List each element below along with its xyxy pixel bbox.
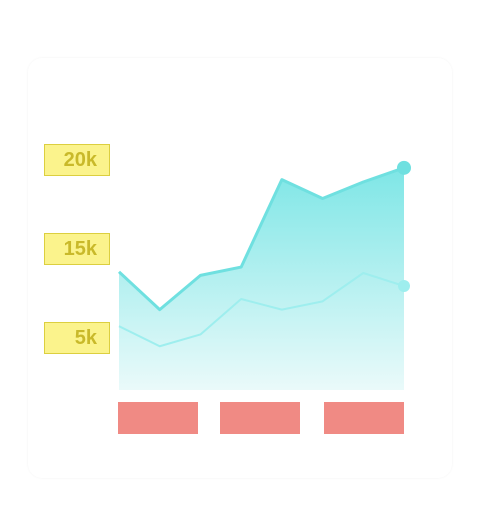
y-tick-label: 15k	[44, 233, 110, 265]
area-fill	[119, 167, 404, 390]
series-line-upper	[117, 166, 405, 312]
x-tick-label	[324, 402, 404, 434]
series-end-point-lower	[398, 280, 410, 292]
y-tick-label: 20k	[44, 144, 110, 176]
x-tick-label	[118, 402, 198, 434]
x-tick-label	[220, 402, 300, 434]
series-end-point-upper	[397, 160, 411, 175]
y-tick-label: 5k	[44, 322, 110, 354]
series-line-lower	[118, 272, 405, 348]
